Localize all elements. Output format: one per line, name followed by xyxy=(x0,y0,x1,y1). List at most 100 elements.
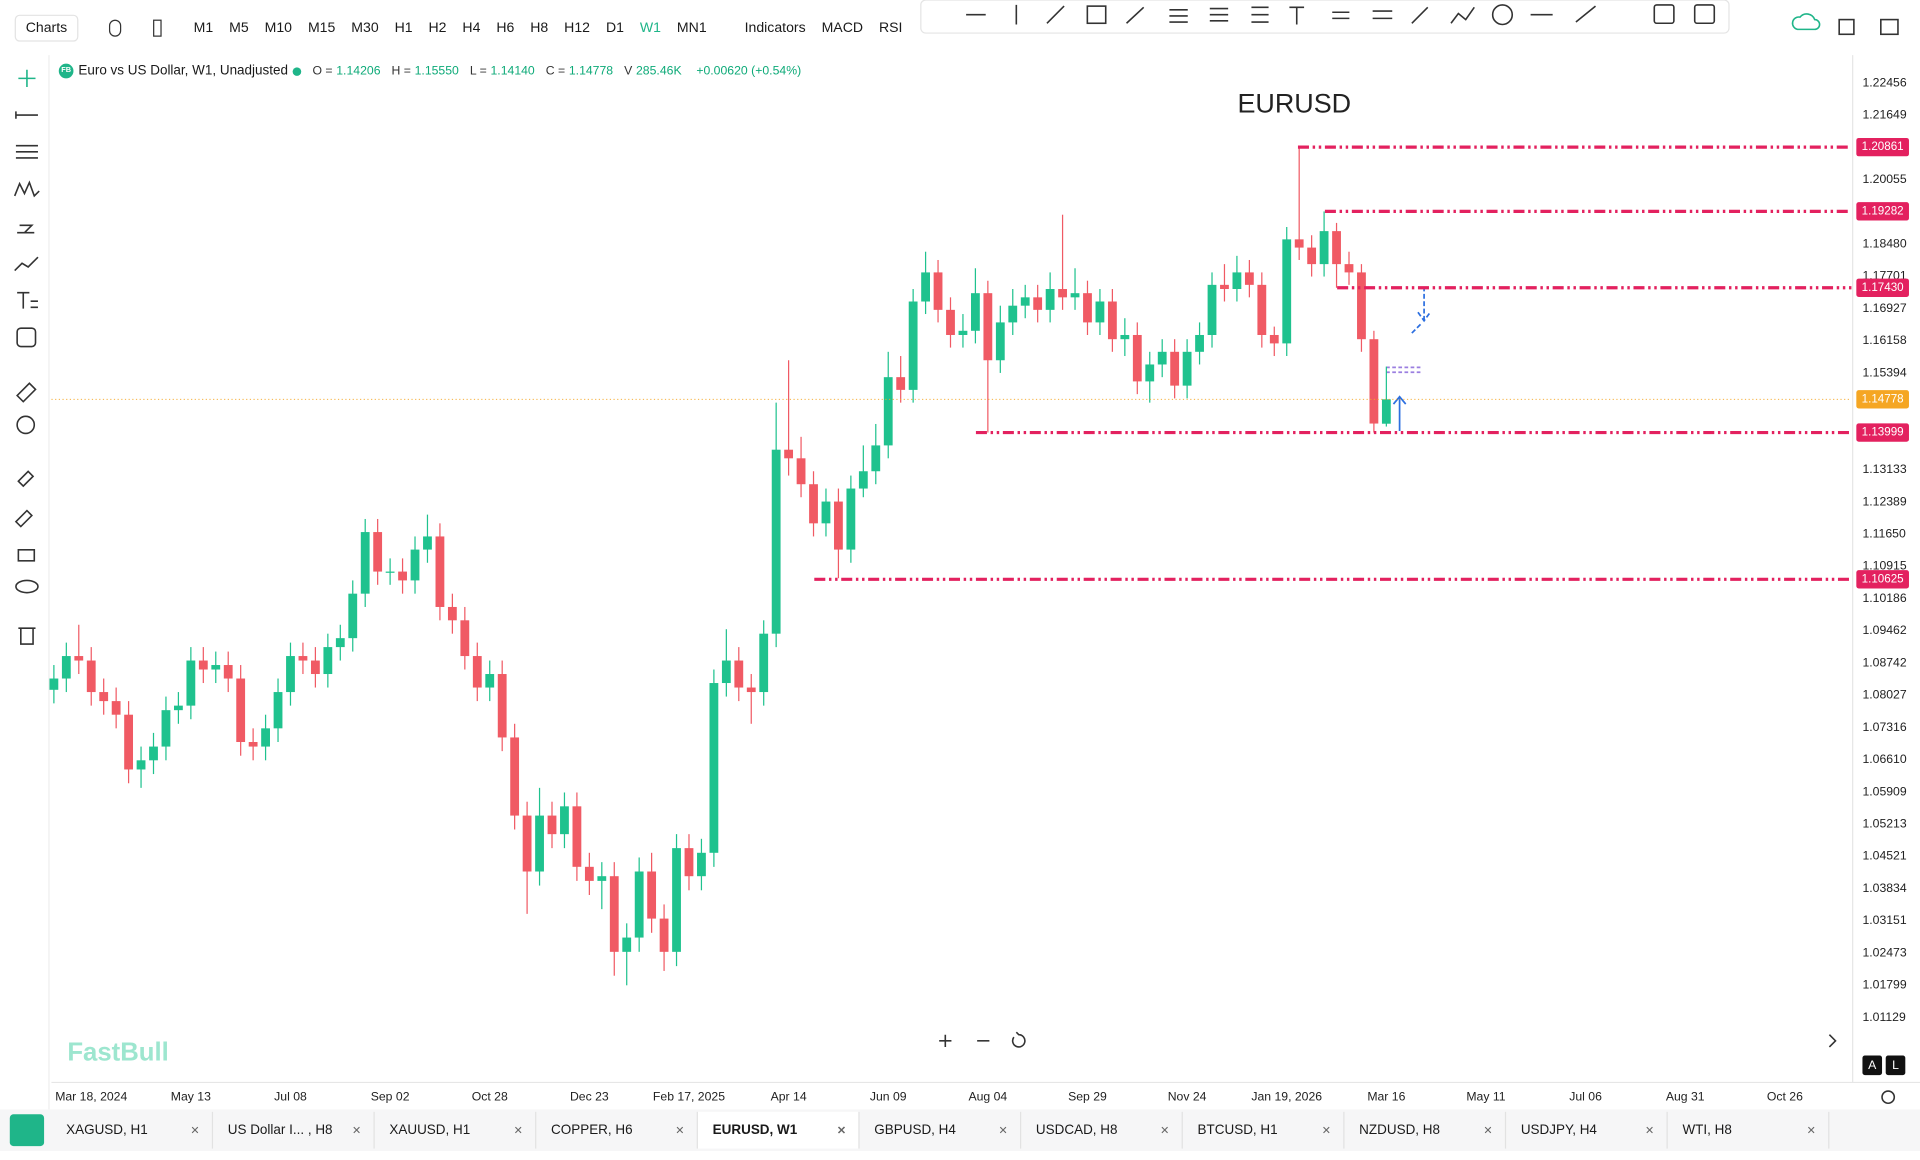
zoom-tool[interactable] xyxy=(16,415,36,435)
timeframe-button[interactable]: M1 xyxy=(193,20,214,35)
candle-body xyxy=(946,309,955,335)
reset-button[interactable] xyxy=(1011,1031,1026,1048)
circle-icon[interactable] xyxy=(1491,4,1514,26)
pattern-tool[interactable] xyxy=(13,180,40,198)
timeframe-button[interactable]: H2 xyxy=(428,20,447,35)
tab[interactable]: BTCUSD, H1 ✕ xyxy=(1183,1111,1345,1149)
price-badge-label: 1.13999 xyxy=(1862,426,1904,439)
timeframe-button[interactable]: M5 xyxy=(229,20,249,35)
y-tick-label: 1.21649 xyxy=(1862,108,1906,122)
candle-body xyxy=(398,571,407,581)
tab-close[interactable]: ✕ xyxy=(351,1123,362,1136)
corner-button[interactable] xyxy=(1885,1055,1906,1076)
y-tick-label: 1.07316 xyxy=(1862,720,1906,734)
timeframe-button[interactable]: D1 xyxy=(605,20,624,35)
tab[interactable]: EURUSD, W1 ✕ xyxy=(697,1111,860,1149)
indicator-button[interactable]: RSI xyxy=(878,20,903,35)
tab[interactable]: USDJPY, H4 ✕ xyxy=(1506,1111,1668,1149)
misc-icons[interactable] xyxy=(1289,5,1597,25)
line-tool[interactable] xyxy=(15,111,38,119)
corner-button-label: A xyxy=(1868,1058,1877,1072)
candle-body xyxy=(1120,334,1130,340)
tab-close[interactable]: ✕ xyxy=(190,1123,200,1136)
tab[interactable]: WTI, H8 ✕ xyxy=(1668,1111,1830,1149)
indicators-button[interactable]: Indicators xyxy=(744,20,806,35)
magnet-tool[interactable] xyxy=(17,470,35,488)
ruler-tool[interactable] xyxy=(16,382,37,403)
timeframe-button[interactable]: H4 xyxy=(462,20,481,35)
zoom-in-button[interactable] xyxy=(939,1034,952,1047)
timeframe-button[interactable]: M30 xyxy=(351,20,379,35)
candle-body xyxy=(423,536,432,550)
tab-close[interactable]: ✕ xyxy=(1483,1123,1493,1136)
price-badge xyxy=(1856,137,1909,157)
favorites-button[interactable] xyxy=(9,1114,45,1147)
tab-close[interactable]: ✕ xyxy=(1160,1123,1170,1136)
watermark: FastBull xyxy=(67,1038,169,1067)
timeframe-button[interactable]: M10 xyxy=(264,20,293,35)
corner-button[interactable] xyxy=(1862,1055,1883,1076)
line-icons[interactable] xyxy=(966,4,1065,25)
candle-body xyxy=(1157,351,1167,365)
timeframe-button[interactable]: H12 xyxy=(564,20,591,35)
tab-label: US Dollar I... , H8 xyxy=(227,1122,333,1138)
tab[interactable]: USDCAD, H8 ✕ xyxy=(1021,1111,1183,1149)
projection-tool[interactable] xyxy=(17,224,35,234)
tab-close[interactable]: ✕ xyxy=(836,1123,847,1136)
candle-body xyxy=(684,848,694,877)
corner-button-label: L xyxy=(1892,1058,1899,1072)
status-dot xyxy=(292,66,302,76)
candle-body xyxy=(647,871,657,919)
tab[interactable]: COPPER, H6 ✕ xyxy=(536,1111,698,1149)
candle-body xyxy=(360,532,370,594)
search-button[interactable] xyxy=(108,18,122,37)
channel-icons[interactable] xyxy=(1125,6,1269,24)
crosshair-tool[interactable] xyxy=(18,69,36,87)
tab-label: USDCAD, H8 xyxy=(1035,1122,1118,1138)
price-label-icon[interactable] xyxy=(1693,4,1716,25)
tab[interactable]: NZDUSD, H8 ✕ xyxy=(1344,1111,1507,1149)
brush-tool[interactable] xyxy=(14,256,39,272)
candle-body xyxy=(709,683,719,853)
chart-type-button[interactable] xyxy=(152,18,162,37)
tab-close[interactable]: ✕ xyxy=(1806,1123,1816,1136)
legend-value: 1.14206 xyxy=(336,64,381,78)
settings-button[interactable] xyxy=(1881,1090,1896,1105)
rect-icon[interactable] xyxy=(1086,5,1107,25)
price-note-icon[interactable] xyxy=(1653,4,1675,25)
indicator-button[interactable]: MACD xyxy=(821,20,864,35)
tab-close[interactable]: ✕ xyxy=(998,1123,1008,1136)
timeframe-button[interactable]: H6 xyxy=(496,20,515,35)
delete-tool[interactable] xyxy=(18,627,36,645)
timeframe-button[interactable]: W1 xyxy=(639,20,661,35)
candle-body xyxy=(435,536,445,607)
timeframe-button[interactable]: H1 xyxy=(394,20,413,35)
tab-close[interactable]: ✕ xyxy=(513,1123,523,1136)
timeframe-button[interactable]: M15 xyxy=(307,20,336,35)
icon-tool[interactable] xyxy=(16,327,37,348)
candle-body xyxy=(1244,272,1254,285)
charts-menu[interactable]: Charts xyxy=(14,14,79,42)
layout-icon[interactable] xyxy=(1880,18,1899,36)
y-tick-label: 1.22456 xyxy=(1862,75,1906,89)
fib-tool[interactable] xyxy=(15,144,38,159)
eye-tool[interactable] xyxy=(15,579,39,594)
tab[interactable]: US Dollar I... , H8 ✕ xyxy=(213,1111,375,1149)
tab-close[interactable]: ✕ xyxy=(675,1123,685,1136)
cloud-icon[interactable] xyxy=(1791,13,1821,31)
tab-close[interactable]: ✕ xyxy=(1321,1123,1332,1136)
scroll-right-button[interactable] xyxy=(1828,1034,1837,1048)
tab[interactable]: XAGUSD, H1 ✕ xyxy=(51,1111,214,1149)
draw-lock-tool[interactable] xyxy=(14,509,33,528)
candle-body xyxy=(721,660,731,684)
tab[interactable]: GBPUSD, H4 ✕ xyxy=(860,1111,1022,1149)
tab-close[interactable]: ✕ xyxy=(1645,1123,1655,1136)
tab[interactable]: XAUUSD, H1 ✕ xyxy=(375,1111,537,1149)
timeframe-button[interactable]: MN1 xyxy=(676,20,707,35)
lock-tool[interactable] xyxy=(17,549,36,562)
candle-body xyxy=(958,330,968,335)
timeframe-button[interactable]: H8 xyxy=(530,20,549,35)
price-badge-label: 1.10625 xyxy=(1862,572,1904,585)
share-icon[interactable] xyxy=(1838,18,1855,36)
text-tool[interactable] xyxy=(17,291,38,309)
